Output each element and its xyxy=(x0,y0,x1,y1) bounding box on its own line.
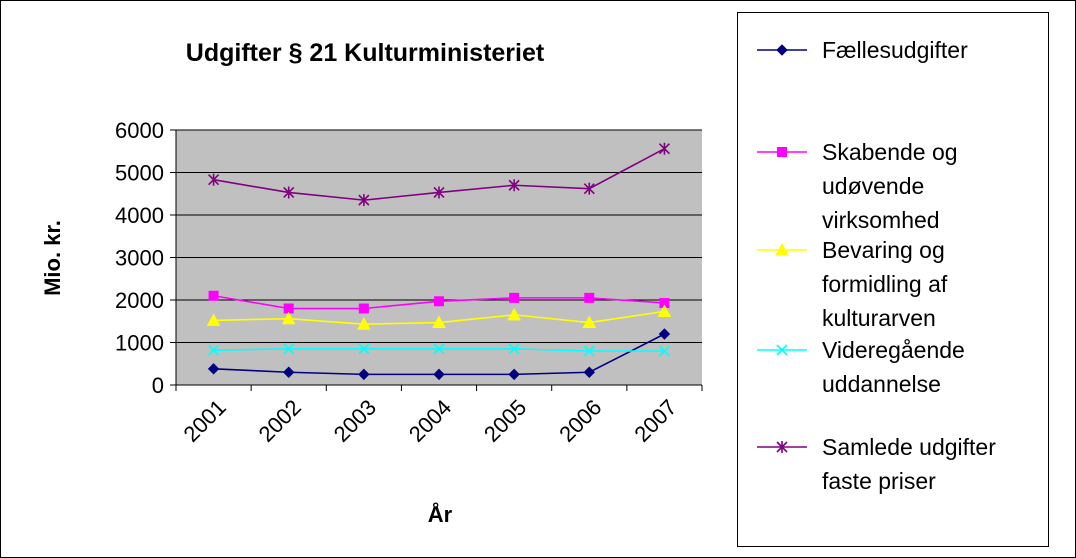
legend-marker xyxy=(777,147,787,157)
legend-marker xyxy=(775,242,789,256)
data-point xyxy=(208,290,219,301)
legend-label: Fællesudgifter xyxy=(822,37,968,63)
legend-label: Videregående uddannelse xyxy=(822,337,965,397)
x-axis-label: År xyxy=(428,501,453,527)
data-point xyxy=(583,366,595,378)
data-point xyxy=(283,366,295,378)
data-point xyxy=(281,311,296,325)
data-point xyxy=(434,296,444,307)
data-point xyxy=(358,368,370,381)
data-point xyxy=(283,303,294,314)
data-point xyxy=(208,173,220,186)
y-tick-label: 3000 xyxy=(115,246,164,271)
data-point xyxy=(433,368,445,381)
y-tick-label: 1000 xyxy=(115,331,164,356)
legend-symbol xyxy=(757,147,807,157)
legend-entry: Videregående uddannelse xyxy=(756,333,1046,401)
legend-entry: Fællesudgifter xyxy=(756,33,1046,67)
data-point xyxy=(509,292,520,303)
legend-entry: Samlede udgifter faste priser xyxy=(756,430,1046,498)
data-point xyxy=(283,186,295,199)
y-tick-label: 2000 xyxy=(115,288,164,313)
legend-entry: Skabende og udøvende virksomhed xyxy=(756,135,1046,237)
data-point xyxy=(582,315,597,329)
y-tick-label: 6000 xyxy=(115,118,164,143)
legend-entry: Bevaring og formidling af kulturarven xyxy=(756,233,1046,335)
legend-symbol xyxy=(757,242,807,256)
data-point xyxy=(583,182,595,195)
data-point xyxy=(507,307,521,321)
data-point xyxy=(584,292,595,303)
legend-symbol xyxy=(757,44,807,56)
legend-symbol xyxy=(757,441,807,453)
data-point xyxy=(207,363,220,375)
data-point xyxy=(283,343,295,355)
legend-marker xyxy=(776,441,788,453)
legend-label: Bevaring og formidling af kulturarven xyxy=(822,237,948,331)
legend-marker xyxy=(776,44,788,56)
legend-label: Samlede udgifter faste priser xyxy=(822,434,996,494)
data-point xyxy=(433,343,445,355)
data-point xyxy=(358,343,370,355)
data-point xyxy=(358,303,369,314)
y-tick-label: 5000 xyxy=(115,161,164,186)
data-point xyxy=(508,368,520,381)
y-axis-label: Mio. kr. xyxy=(40,220,65,296)
legend-label: Skabende og udøvende virksomhed xyxy=(822,139,958,233)
legend: Fællesudgifter Skabende og udøvende virks… xyxy=(737,12,1049,547)
data-point xyxy=(357,317,371,330)
data-point xyxy=(432,315,446,329)
y-tick-label: 0 xyxy=(152,373,164,398)
data-point xyxy=(658,345,670,357)
data-point xyxy=(658,328,671,340)
data-point xyxy=(433,186,445,199)
legend-marker xyxy=(776,344,788,356)
data-point xyxy=(657,304,672,317)
data-point xyxy=(208,344,220,356)
y-tick-label: 4000 xyxy=(115,203,164,228)
data-point xyxy=(508,179,520,192)
chart-title: Udgifter § 21 Kulturministeriet xyxy=(186,39,545,67)
legend-symbol xyxy=(757,344,807,356)
data-point xyxy=(206,313,221,326)
data-point xyxy=(583,345,595,357)
data-point xyxy=(658,142,670,155)
data-point xyxy=(508,343,520,355)
data-point xyxy=(358,194,370,207)
